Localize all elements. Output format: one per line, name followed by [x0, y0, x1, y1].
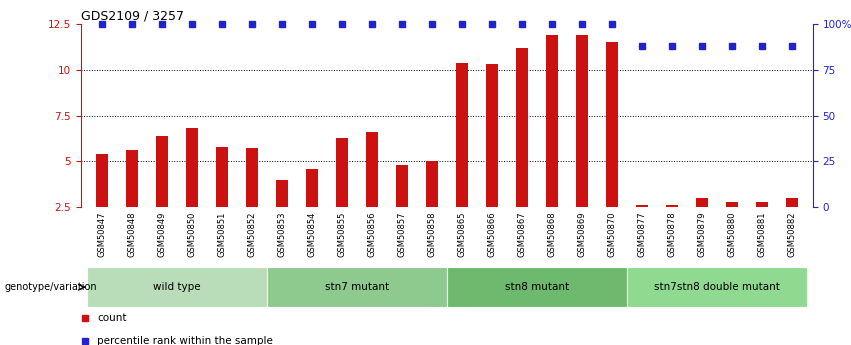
Bar: [396, 165, 408, 207]
Bar: [726, 201, 738, 207]
Bar: [545, 35, 557, 207]
Bar: [126, 150, 138, 207]
Bar: [87, 267, 267, 307]
Text: GSM50870: GSM50870: [608, 212, 616, 257]
Text: GSM50858: GSM50858: [427, 212, 437, 257]
Bar: [447, 267, 626, 307]
Bar: [426, 161, 437, 207]
Bar: [306, 169, 317, 207]
Bar: [756, 201, 768, 207]
Text: genotype/variation: genotype/variation: [4, 282, 97, 292]
Text: stn7 mutant: stn7 mutant: [325, 282, 389, 292]
Text: GSM50854: GSM50854: [307, 212, 317, 257]
Bar: [636, 205, 648, 207]
Bar: [336, 138, 348, 207]
Text: GSM50856: GSM50856: [368, 212, 376, 257]
Bar: [96, 154, 108, 207]
Text: GSM50877: GSM50877: [637, 212, 646, 257]
Text: GSM50853: GSM50853: [277, 212, 286, 257]
Bar: [486, 65, 498, 207]
Text: GSM50847: GSM50847: [97, 212, 106, 257]
Bar: [516, 48, 528, 207]
Bar: [366, 132, 378, 207]
Text: stn8 mutant: stn8 mutant: [505, 282, 568, 292]
Text: GSM50880: GSM50880: [728, 212, 736, 257]
Text: GSM50878: GSM50878: [667, 212, 677, 257]
Bar: [216, 147, 228, 207]
Text: percentile rank within the sample: percentile rank within the sample: [97, 336, 273, 345]
Text: GSM50867: GSM50867: [517, 212, 526, 257]
Text: GSM50849: GSM50849: [157, 212, 166, 257]
Text: stn7stn8 double mutant: stn7stn8 double mutant: [654, 282, 780, 292]
Text: wild type: wild type: [153, 282, 201, 292]
Bar: [696, 198, 708, 207]
Text: GSM50869: GSM50869: [577, 212, 586, 257]
Bar: [246, 148, 258, 207]
Text: GSM50865: GSM50865: [457, 212, 466, 257]
Bar: [456, 62, 468, 207]
Bar: [576, 35, 588, 207]
Text: GSM50881: GSM50881: [757, 212, 766, 257]
Text: GSM50857: GSM50857: [397, 212, 406, 257]
Text: GSM50852: GSM50852: [248, 212, 256, 257]
Bar: [267, 267, 447, 307]
Bar: [785, 198, 797, 207]
Bar: [626, 267, 807, 307]
Text: GSM50848: GSM50848: [128, 212, 136, 257]
Text: count: count: [97, 313, 127, 323]
Bar: [606, 42, 618, 207]
Text: GDS2109 / 3257: GDS2109 / 3257: [81, 10, 184, 23]
Bar: [186, 128, 197, 207]
Bar: [665, 205, 677, 207]
Text: GSM50851: GSM50851: [217, 212, 226, 257]
Text: GSM50855: GSM50855: [337, 212, 346, 257]
Text: GSM50879: GSM50879: [697, 212, 706, 257]
Text: GSM50850: GSM50850: [187, 212, 197, 257]
Text: GSM50868: GSM50868: [547, 212, 557, 257]
Bar: [276, 179, 288, 207]
Text: GSM50882: GSM50882: [787, 212, 797, 257]
Text: GSM50866: GSM50866: [488, 212, 496, 257]
Bar: [156, 136, 168, 207]
